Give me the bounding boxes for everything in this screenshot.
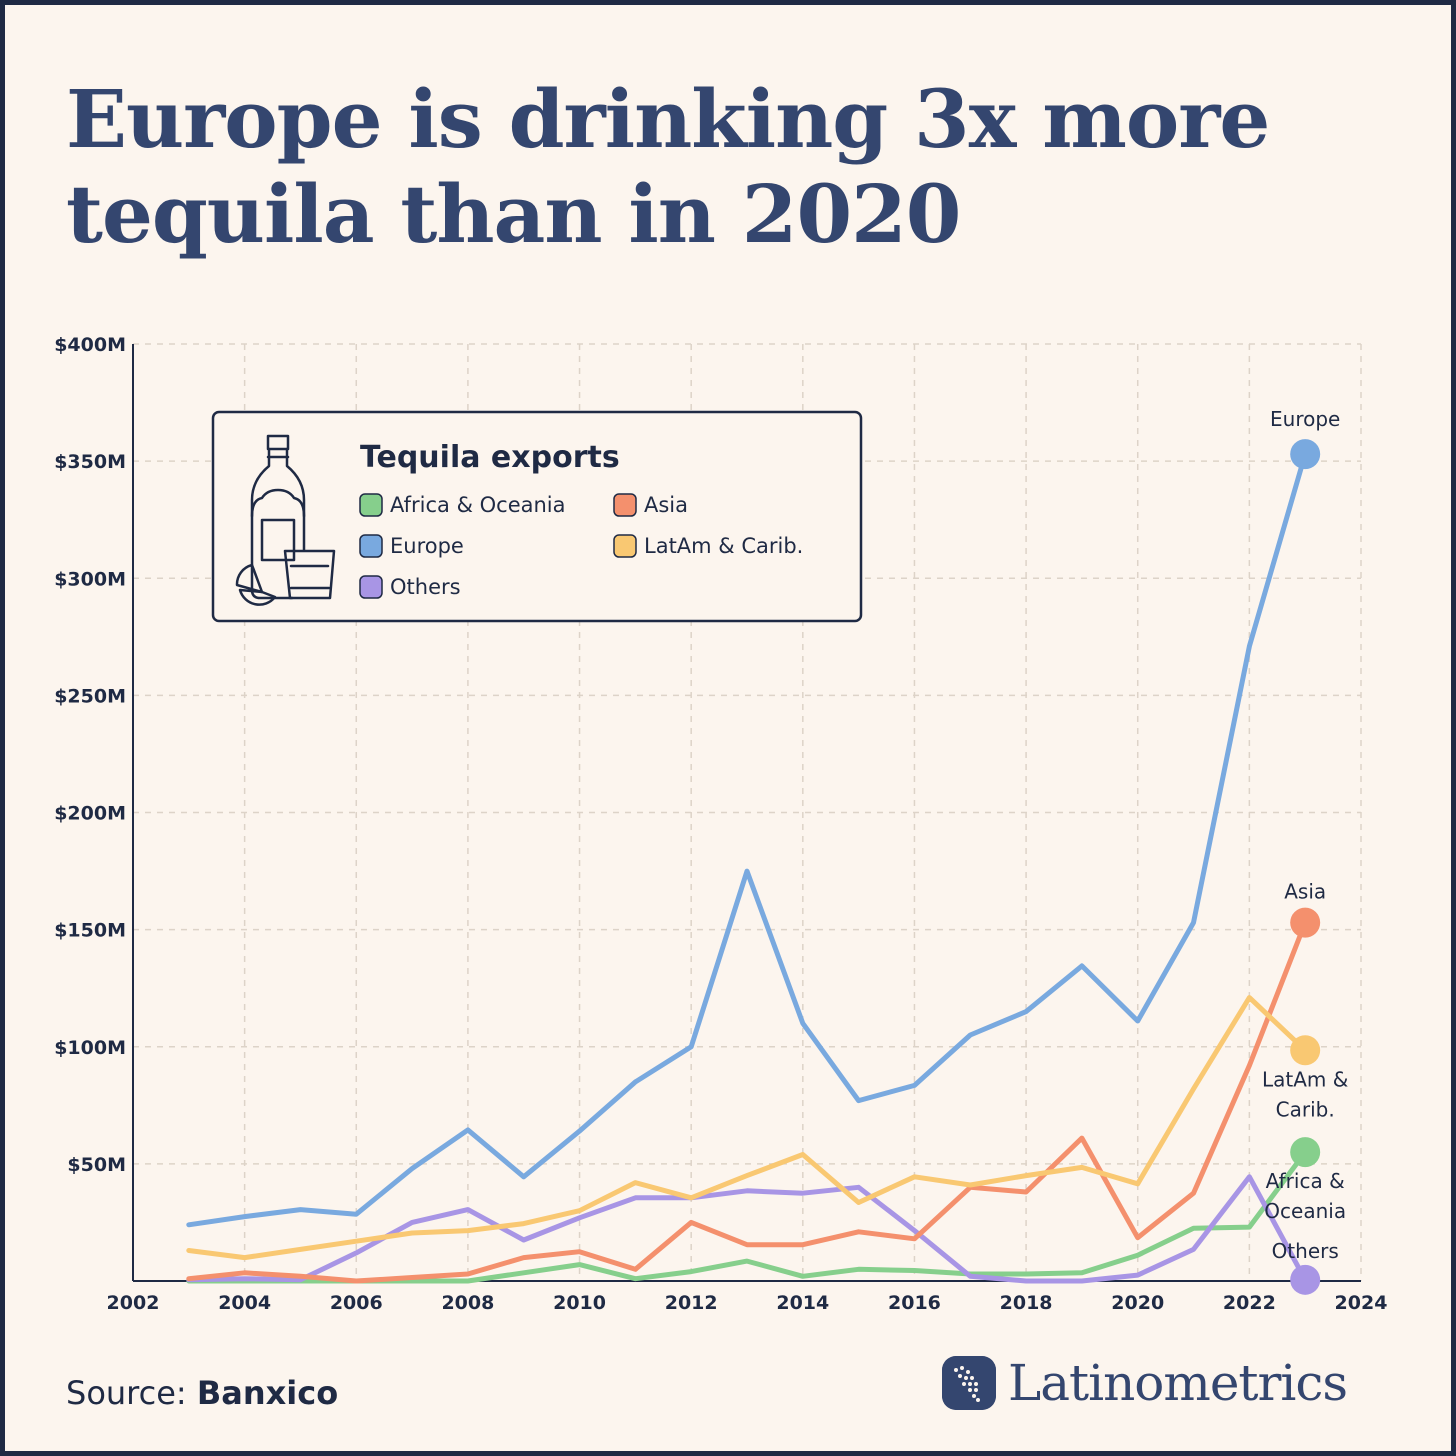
y-tick-label: $300M (54, 568, 126, 590)
source-name: Banxico (196, 1374, 339, 1412)
source-note: Source: Banxico (66, 1374, 338, 1412)
legend: Tequila exports Africa & Oceania Asia Euro… (211, 410, 863, 623)
series-end-label: Carib. (1276, 1097, 1335, 1121)
end-marker-europe (1290, 439, 1321, 470)
latinometrics-logo-icon (942, 1356, 996, 1410)
brand-name: Latinometrics (1008, 1354, 1348, 1412)
x-tick-label: 2014 (776, 1292, 829, 1314)
legend-label: LatAm & Carib. (644, 534, 803, 558)
x-tick-label: 2018 (1000, 1292, 1053, 1314)
x-tick-label: 2016 (888, 1292, 941, 1314)
infographic-card (5, 5, 1451, 1451)
y-tick-label: $350M (54, 451, 126, 473)
x-tick-label: 2002 (107, 1292, 160, 1314)
legend-label: Europe (390, 534, 464, 558)
end-marker-africa-oceania (1290, 1137, 1321, 1168)
y-tick-label: $250M (54, 685, 126, 707)
series-end-label: Asia (1284, 880, 1326, 904)
x-tick-label: 2004 (218, 1292, 271, 1314)
end-marker-others (1290, 1264, 1321, 1295)
series-end-label: Oceania (1264, 1199, 1346, 1223)
legend-swatch (359, 493, 383, 517)
source-prefix: Source: (66, 1374, 197, 1412)
series-end-label: Others (1272, 1239, 1339, 1263)
legend-swatch (359, 575, 383, 599)
series-end-label: LatAm & (1262, 1067, 1348, 1091)
end-marker-latam-carib- (1290, 1035, 1321, 1066)
legend-swatch (613, 534, 637, 558)
x-tick-label: 2012 (665, 1292, 718, 1314)
brand-block: Latinometrics (942, 1354, 1348, 1412)
y-tick-label: $150M (54, 920, 126, 942)
legend-box (211, 410, 863, 623)
legend-items: Africa & Oceania Asia Europe LatAm & Carib.… (359, 493, 803, 599)
x-tick-label: 2010 (553, 1292, 606, 1314)
x-tick-label: 2020 (1111, 1292, 1164, 1314)
series-line-others (186, 1174, 1308, 1284)
x-tick-label: 2008 (441, 1292, 494, 1314)
end-markers: Europe Asia LatAm & Carib. Africa & Oceania Ot… (1262, 407, 1348, 1295)
legend-label: Africa & Oceania (390, 493, 566, 517)
series-line-latam-carib- (186, 995, 1308, 1261)
series-end-label: Africa & (1266, 1169, 1345, 1193)
y-tick-label: $100M (54, 1037, 126, 1059)
y-tick-label: $50M (67, 1154, 126, 1176)
legend-label: Others (390, 575, 461, 599)
y-tick-label: $200M (54, 803, 126, 825)
x-tick-label: 2022 (1223, 1292, 1276, 1314)
series-line-europe (186, 451, 1308, 1228)
legend-label: Asia (644, 493, 688, 517)
series-line-asia (186, 920, 1308, 1284)
legend-swatch (613, 493, 637, 517)
series-end-label: Europe (1270, 407, 1340, 431)
tequila-bottle-and-glass-icon (235, 434, 336, 606)
x-tick-label: 2024 (1335, 1292, 1388, 1314)
series-lines (186, 451, 1308, 1284)
end-marker-asia (1290, 907, 1321, 938)
legend-swatch (359, 534, 383, 558)
page-title: Europe is drinking 3x more tequila than … (66, 72, 1270, 261)
x-tick-label: 2006 (330, 1292, 383, 1314)
y-tick-label: $400M (54, 334, 126, 356)
legend-title: Tequila exports (360, 440, 620, 475)
axes: 2002 2004 2006 2008 2010 2012 2014 2016 2018 2020… (54, 334, 1387, 1314)
